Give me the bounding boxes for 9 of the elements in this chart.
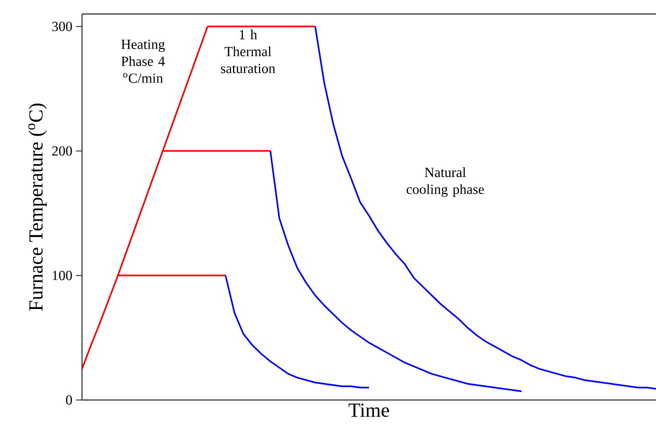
annotation: Natural cooling phase <box>406 167 484 197</box>
annotation: 1 h Thermal saturation <box>221 30 276 74</box>
y-tick-label: 300 <box>52 22 72 32</box>
y-tick-label: 200 <box>52 146 72 156</box>
x-axis-title: Time <box>348 404 390 417</box>
y-tick-label: 100 <box>52 270 72 280</box>
y-tick-label: 0 <box>66 395 72 405</box>
y-axis-title: Furnace Temperature ($^{o}$C) <box>28 104 47 311</box>
annotation: Heating Phase 4 $^{o}$C/min <box>121 40 165 83</box>
